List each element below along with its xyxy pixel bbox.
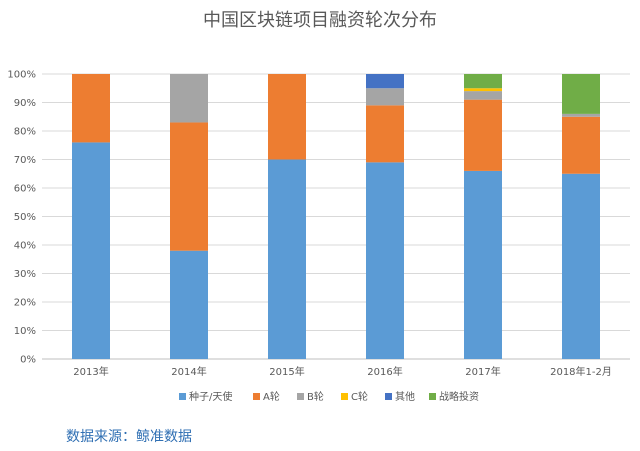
y-tick-label: 20%: [14, 298, 36, 309]
bar-segment: [170, 122, 208, 251]
bar-segment: [464, 88, 502, 92]
bar-segment: [268, 159, 306, 359]
y-tick-label: 60%: [14, 184, 36, 195]
y-tick-label: 40%: [14, 241, 36, 252]
legend-swatch: [385, 393, 392, 400]
x-tick-label: 2016年: [367, 365, 402, 378]
legend-label: 种子/天使: [189, 390, 232, 403]
legend-swatch: [297, 393, 304, 400]
bar-segment: [366, 88, 404, 106]
y-tick-label: 100%: [7, 70, 36, 81]
x-tick-label: 2015年: [269, 365, 304, 378]
legend-label: B轮: [307, 390, 324, 403]
bar-segment: [562, 74, 600, 114]
legend-swatch: [341, 393, 348, 400]
x-tick-label: 2014年: [171, 365, 206, 378]
bar-segment: [562, 173, 600, 359]
x-tick-label: 2018年1-2月: [550, 365, 612, 378]
x-tick-label: 2013年: [73, 365, 108, 378]
chart-title: 中国区块链项目融资轮次分布: [203, 10, 437, 31]
bar-segment: [464, 91, 502, 100]
y-tick-label: 70%: [14, 155, 36, 166]
bar-segment: [464, 170, 502, 359]
legend-label: C轮: [351, 390, 368, 403]
legend-swatch: [253, 393, 260, 400]
bar-segment: [366, 74, 404, 89]
legend-label: 战略投资: [439, 390, 479, 403]
legend-label: 其他: [395, 390, 415, 403]
bar-segment: [464, 74, 502, 89]
bar-segment: [464, 99, 502, 171]
source-note: 数据来源：鲸准数据: [66, 429, 192, 445]
y-tick-label: 90%: [14, 98, 36, 109]
bar-segment: [268, 74, 306, 160]
bar-segment: [170, 74, 208, 123]
y-tick-label: 0%: [20, 355, 36, 366]
x-tick-label: 2017年: [465, 365, 500, 378]
bar-segment: [366, 162, 404, 359]
y-tick-label: 30%: [14, 269, 36, 280]
legend-label: A轮: [263, 390, 280, 403]
bar-segment: [72, 74, 110, 143]
y-tick-label: 50%: [14, 212, 36, 223]
bar-segment: [562, 116, 600, 174]
legend-swatch: [429, 393, 436, 400]
y-tick-label: 80%: [14, 127, 36, 138]
y-tick-label: 10%: [14, 326, 36, 337]
bar-segment: [170, 250, 208, 359]
bar-segment: [72, 142, 110, 359]
bar-segment: [366, 105, 404, 163]
legend-swatch: [179, 393, 186, 400]
bar-segment: [562, 113, 600, 117]
